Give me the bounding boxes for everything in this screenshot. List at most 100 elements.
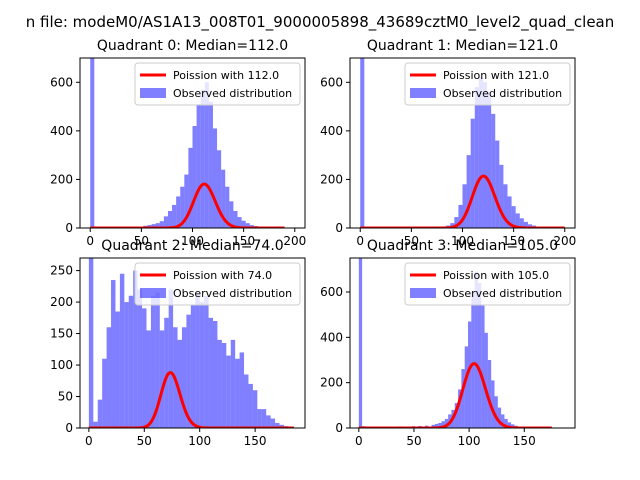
histogram-bar (491, 380, 495, 428)
y-tick-label: 50 (58, 390, 73, 404)
histogram-bar (270, 418, 276, 428)
histogram-bar (213, 320, 218, 428)
subplot-quadrant-1: 0 50 100 150 200 0 200 400 600 Quadrant 1: Median… (320, 38, 576, 248)
histogram-bars (360, 58, 565, 228)
y-tick-label: 0 (335, 221, 343, 235)
x-tick-label: 100 (181, 234, 204, 248)
histogram-bar (241, 220, 246, 228)
histogram-bar (444, 418, 449, 428)
histogram-bar (192, 126, 197, 228)
axes-frame (79, 257, 306, 429)
subplot-quadrant-3: 0 50 100 150 0 200 400 600 Quadrant 3: Median=10… (320, 238, 576, 448)
histogram-bar (230, 339, 236, 428)
histogram-bar (458, 389, 462, 428)
histogram-bar (244, 374, 249, 428)
histogram-bar (93, 421, 98, 428)
x-tick-label: 50 (134, 234, 149, 248)
legend: Poission with 105.0 Observed distribution (404, 262, 571, 306)
x-tick-label: 0 (85, 434, 93, 448)
legend: Poission with 74.0 Observed distribution (134, 262, 301, 306)
histogram-bar (458, 204, 463, 228)
histogram-bar (484, 332, 488, 428)
histogram-bar (237, 217, 242, 228)
axes-frame (349, 257, 576, 429)
histogram-bar (115, 311, 120, 428)
legend: Poission with 121.0 Observed distribution (404, 62, 571, 106)
y-tick-label: 400 (50, 124, 73, 138)
subplot-title: Quadrant 2: Median=74.0 (101, 238, 283, 254)
histogram-bar (504, 418, 508, 428)
y-tick-label: 600 (50, 75, 73, 89)
y-tick-label: 0 (335, 421, 343, 435)
histogram-bar (133, 270, 138, 428)
subplot-quadrant-2: 0 50 100 150 0 50 100 150 200 250 Quadrant 2: Medi… (50, 238, 306, 448)
histogram-bar (252, 390, 258, 428)
histogram-bar (212, 128, 218, 228)
x-tick-label: 200 (283, 234, 306, 248)
x-tick-label: 0 (356, 234, 364, 248)
histogram-bar (491, 113, 496, 228)
legend-entry-observed: Observed distribution (443, 87, 562, 100)
histogram-bar (233, 211, 238, 228)
legend-bar-swatch (410, 288, 436, 298)
histogram-bar (221, 343, 227, 428)
histogram-bar (466, 155, 471, 228)
histogram-bar (468, 321, 472, 428)
x-tick-label: 200 (553, 234, 576, 248)
subplot-title: Quadrant 1: Median=121.0 (367, 38, 558, 54)
histogram-bar (88, 258, 94, 428)
histogram-bar (507, 422, 512, 428)
x-tick-label: 50 (406, 434, 421, 448)
histogram-bar (461, 369, 465, 428)
histogram-bar (482, 82, 488, 228)
histogram-bar (204, 82, 209, 228)
legend-entry-poisson: Poission with 121.0 (443, 69, 549, 82)
legend-box (404, 262, 571, 306)
x-tick-label: 150 (502, 234, 525, 248)
poisson-curve (88, 371, 295, 428)
y-tick-label: 100 (50, 358, 73, 372)
histogram-bar (142, 308, 147, 428)
histogram-bar (164, 317, 169, 428)
histogram-bar (146, 330, 151, 428)
histogram-bar (106, 327, 112, 428)
legend-box (404, 62, 571, 106)
histogram-bar (111, 280, 116, 428)
histogram-bar (464, 346, 469, 428)
histogram-bar (279, 424, 284, 428)
histogram-bar (186, 314, 191, 428)
histogram-bar (217, 339, 222, 428)
legend-entry-observed: Observed distribution (173, 87, 292, 100)
histogram-bar (454, 403, 459, 428)
histogram-bar (168, 289, 174, 428)
histogram-bar (487, 360, 492, 428)
x-tick-label: 50 (137, 434, 152, 448)
histogram-bar (226, 355, 231, 428)
x-tick-label: 50 (404, 234, 419, 248)
histogram-bar (245, 223, 250, 228)
histogram-bar (102, 358, 107, 428)
y-tick-label: 0 (65, 221, 73, 235)
histogram-bar (229, 201, 234, 228)
histogram-bar (124, 302, 129, 428)
histogram-bar (494, 396, 498, 428)
histogram-bar (180, 186, 185, 228)
y-tick-label: 400 (320, 124, 343, 138)
histogram-bar (188, 147, 193, 228)
histogram-bar (507, 196, 512, 228)
histogram-bar (511, 206, 516, 228)
histogram-bar (204, 295, 209, 428)
histogram-bar (360, 58, 365, 228)
legend-bar-swatch (140, 88, 166, 98)
histogram-bar (181, 327, 187, 428)
histogram-bar (431, 424, 435, 428)
histogram-bar (501, 414, 505, 428)
histogram-bar (462, 184, 467, 228)
histogram-bar (137, 289, 143, 428)
legend-entry-poisson: Poission with 112.0 (173, 69, 279, 82)
y-tick-label: 200 (50, 295, 73, 309)
legend: Poission with 112.0 Observed distribution (134, 62, 301, 106)
histogram-bar (503, 184, 508, 228)
histogram-bar (195, 292, 200, 428)
